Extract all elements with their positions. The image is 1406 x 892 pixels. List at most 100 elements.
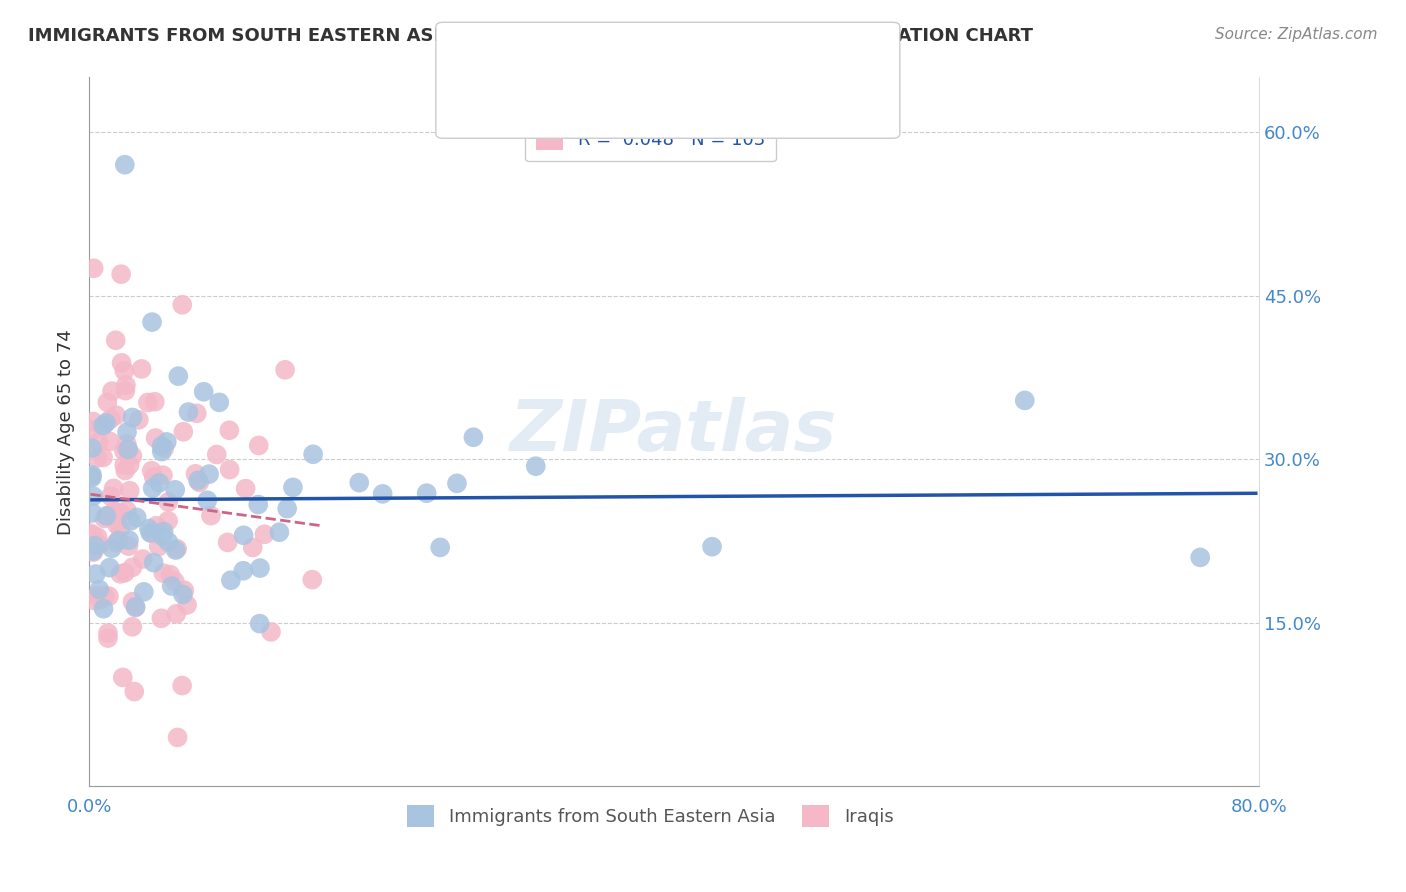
Point xyxy=(82,415,104,429)
Point xyxy=(115,442,138,456)
Point xyxy=(89,582,111,597)
Point xyxy=(139,525,162,540)
Point xyxy=(152,468,174,483)
Point xyxy=(193,384,215,399)
Point xyxy=(82,489,104,503)
Point xyxy=(347,475,370,490)
Point xyxy=(260,624,283,639)
Point xyxy=(172,425,194,439)
Point xyxy=(110,356,132,370)
Point xyxy=(121,620,143,634)
Point xyxy=(152,566,174,581)
Point xyxy=(82,528,104,542)
Point xyxy=(114,384,136,398)
Point xyxy=(141,315,163,329)
Point xyxy=(98,434,121,449)
Point xyxy=(82,545,104,559)
Point xyxy=(86,450,108,465)
Point xyxy=(97,589,120,603)
Point xyxy=(86,589,108,603)
Point xyxy=(91,418,114,433)
Point xyxy=(80,469,103,483)
Point xyxy=(110,566,132,581)
Point xyxy=(114,463,136,477)
Point xyxy=(112,443,135,458)
Point xyxy=(195,493,218,508)
Text: IMMIGRANTS FROM SOUTH EASTERN ASIA VS IRAQI DISABILITY AGE 65 TO 74 CORRELATION : IMMIGRANTS FROM SOUTH EASTERN ASIA VS IR… xyxy=(28,27,1033,45)
Point xyxy=(142,470,165,484)
Point xyxy=(302,447,325,461)
Point xyxy=(142,481,165,495)
Point xyxy=(160,579,183,593)
Point xyxy=(167,369,190,384)
Point xyxy=(128,413,150,427)
Point xyxy=(232,564,254,578)
Point xyxy=(97,631,120,645)
Legend: Immigrants from South Eastern Asia, Iraqis: Immigrants from South Eastern Asia, Iraq… xyxy=(401,797,901,834)
Point xyxy=(93,511,115,525)
Point xyxy=(141,464,163,478)
Point xyxy=(187,474,209,488)
Point xyxy=(1014,393,1036,408)
Point xyxy=(415,486,437,500)
Point xyxy=(115,378,138,392)
Point xyxy=(1189,550,1212,565)
Point xyxy=(249,616,271,631)
Point xyxy=(103,481,125,495)
Point xyxy=(165,543,187,558)
Point xyxy=(165,483,187,497)
Point xyxy=(83,261,105,276)
Point xyxy=(121,410,143,425)
Point xyxy=(112,458,135,472)
Point xyxy=(143,394,166,409)
Point xyxy=(186,406,208,420)
Point xyxy=(104,333,127,347)
Point xyxy=(118,483,141,498)
Point xyxy=(94,416,117,430)
Point xyxy=(157,495,180,509)
Point xyxy=(281,480,304,494)
Point xyxy=(217,535,239,549)
Point xyxy=(152,524,174,539)
Point xyxy=(104,505,127,519)
Point xyxy=(98,560,121,574)
Point xyxy=(142,556,165,570)
Point xyxy=(446,476,468,491)
Point xyxy=(165,607,187,621)
Point xyxy=(157,514,180,528)
Point xyxy=(249,561,271,575)
Point xyxy=(117,443,139,458)
Point xyxy=(118,458,141,472)
Point xyxy=(184,467,207,481)
Point xyxy=(100,412,122,426)
Point xyxy=(100,489,122,503)
Point xyxy=(90,592,112,607)
Point xyxy=(80,467,103,482)
Point xyxy=(117,539,139,553)
Point xyxy=(100,507,122,521)
Point xyxy=(150,439,173,453)
Point xyxy=(121,560,143,574)
Point xyxy=(150,529,173,543)
Point xyxy=(105,535,128,549)
Point xyxy=(132,552,155,566)
Point xyxy=(125,510,148,524)
Point xyxy=(205,448,228,462)
Point xyxy=(232,528,254,542)
Point xyxy=(82,544,104,558)
Point xyxy=(114,566,136,580)
Point xyxy=(235,482,257,496)
Point xyxy=(103,508,125,523)
Point xyxy=(91,419,114,434)
Point xyxy=(132,584,155,599)
Point xyxy=(83,539,105,553)
Point xyxy=(84,567,107,582)
Point xyxy=(150,611,173,625)
Point xyxy=(136,395,159,409)
Y-axis label: Disability Age 65 to 74: Disability Age 65 to 74 xyxy=(58,329,75,535)
Point xyxy=(218,423,240,437)
Point xyxy=(301,573,323,587)
Point xyxy=(166,731,188,745)
Point xyxy=(219,573,242,587)
Point xyxy=(157,535,180,549)
